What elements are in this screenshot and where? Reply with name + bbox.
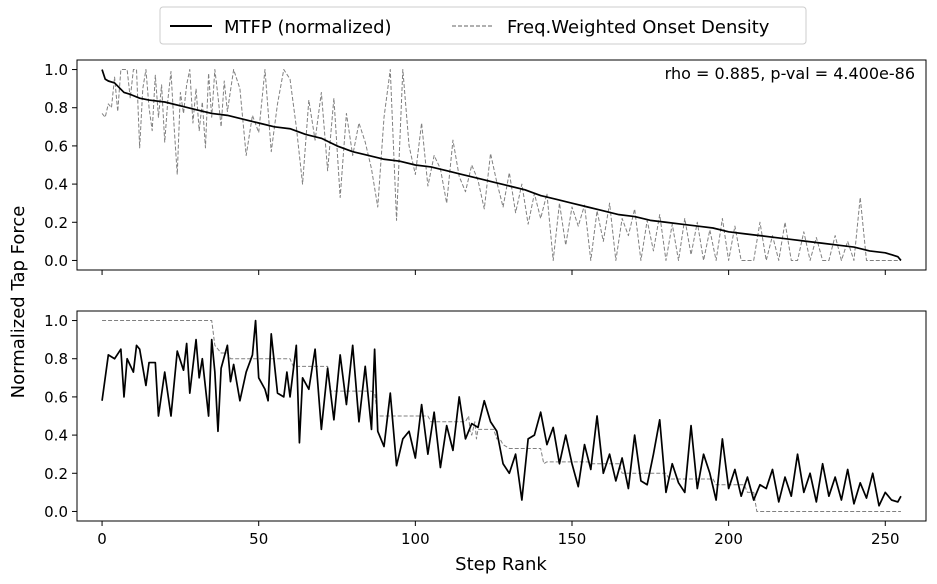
top-series (101, 69, 902, 261)
bottom-x-ticks: 0 50 100 150 200 250 (97, 521, 900, 548)
legend-label-onset: Freq.Weighted Onset Density (507, 17, 770, 38)
top-y-ticks: 0.0 0.2 0.4 0.6 0.8 1.0 (44, 61, 77, 270)
top-series-mtfp-line (101, 69, 902, 261)
bottom-y-ticks: 0.0 0.2 0.4 0.6 0.8 1.0 (44, 312, 77, 521)
x-axis-label: Step Rank (455, 554, 547, 575)
bottom-y-tick-label: 0.6 (44, 388, 68, 406)
top-y-tick-label: 0.6 (44, 137, 68, 155)
bottom-series (101, 319, 902, 512)
top-x-ticks (101, 270, 886, 275)
bottom-y-tick-label: 0.2 (44, 465, 68, 483)
bottom-series-mtfp-line (101, 319, 902, 507)
correlation-annotation: rho = 0.885, p-val = 4.400e-86 (665, 64, 915, 83)
top-panel-frame (76, 59, 927, 271)
bottom-y-tick-label: 0.0 (44, 503, 68, 521)
legend-label-mtfp: MTFP (normalized) (224, 17, 392, 38)
bottom-x-tick-label: 150 (558, 530, 587, 548)
bottom-x-tick-label: 200 (714, 530, 743, 548)
bottom-y-tick-label: 0.4 (44, 427, 68, 445)
legend: MTFP (normalized) Freq.Weighted Onset De… (159, 6, 807, 45)
top-y-tick-label: 0.0 (44, 252, 68, 270)
bottom-panel: 0.0 0.2 0.4 0.6 0.8 1.0 0 50 100 150 200 250 Step … (44, 310, 927, 575)
bottom-x-tick-label: 250 (871, 530, 900, 548)
top-y-tick-label: 1.0 (44, 61, 68, 79)
top-y-tick-label: 0.8 (44, 99, 68, 117)
top-y-tick-label: 0.4 (44, 176, 68, 194)
top-panel: 0.0 0.2 0.4 0.6 0.8 1.0 rho = 0.885, p-val = … (44, 59, 927, 275)
top-series-onset-density-line (101, 69, 901, 261)
bottom-panel-frame (76, 310, 927, 522)
bottom-x-tick-label: 100 (401, 530, 430, 548)
shared-y-axis-label: Normalized Tap Force (8, 206, 29, 399)
bottom-x-tick-label: 0 (97, 530, 107, 548)
bottom-series-onset-density-line (102, 320, 901, 512)
bottom-x-tick-label: 50 (249, 530, 268, 548)
top-y-tick-label: 0.2 (44, 214, 68, 232)
bottom-y-tick-label: 0.8 (44, 350, 68, 368)
bottom-y-tick-label: 1.0 (44, 312, 68, 330)
